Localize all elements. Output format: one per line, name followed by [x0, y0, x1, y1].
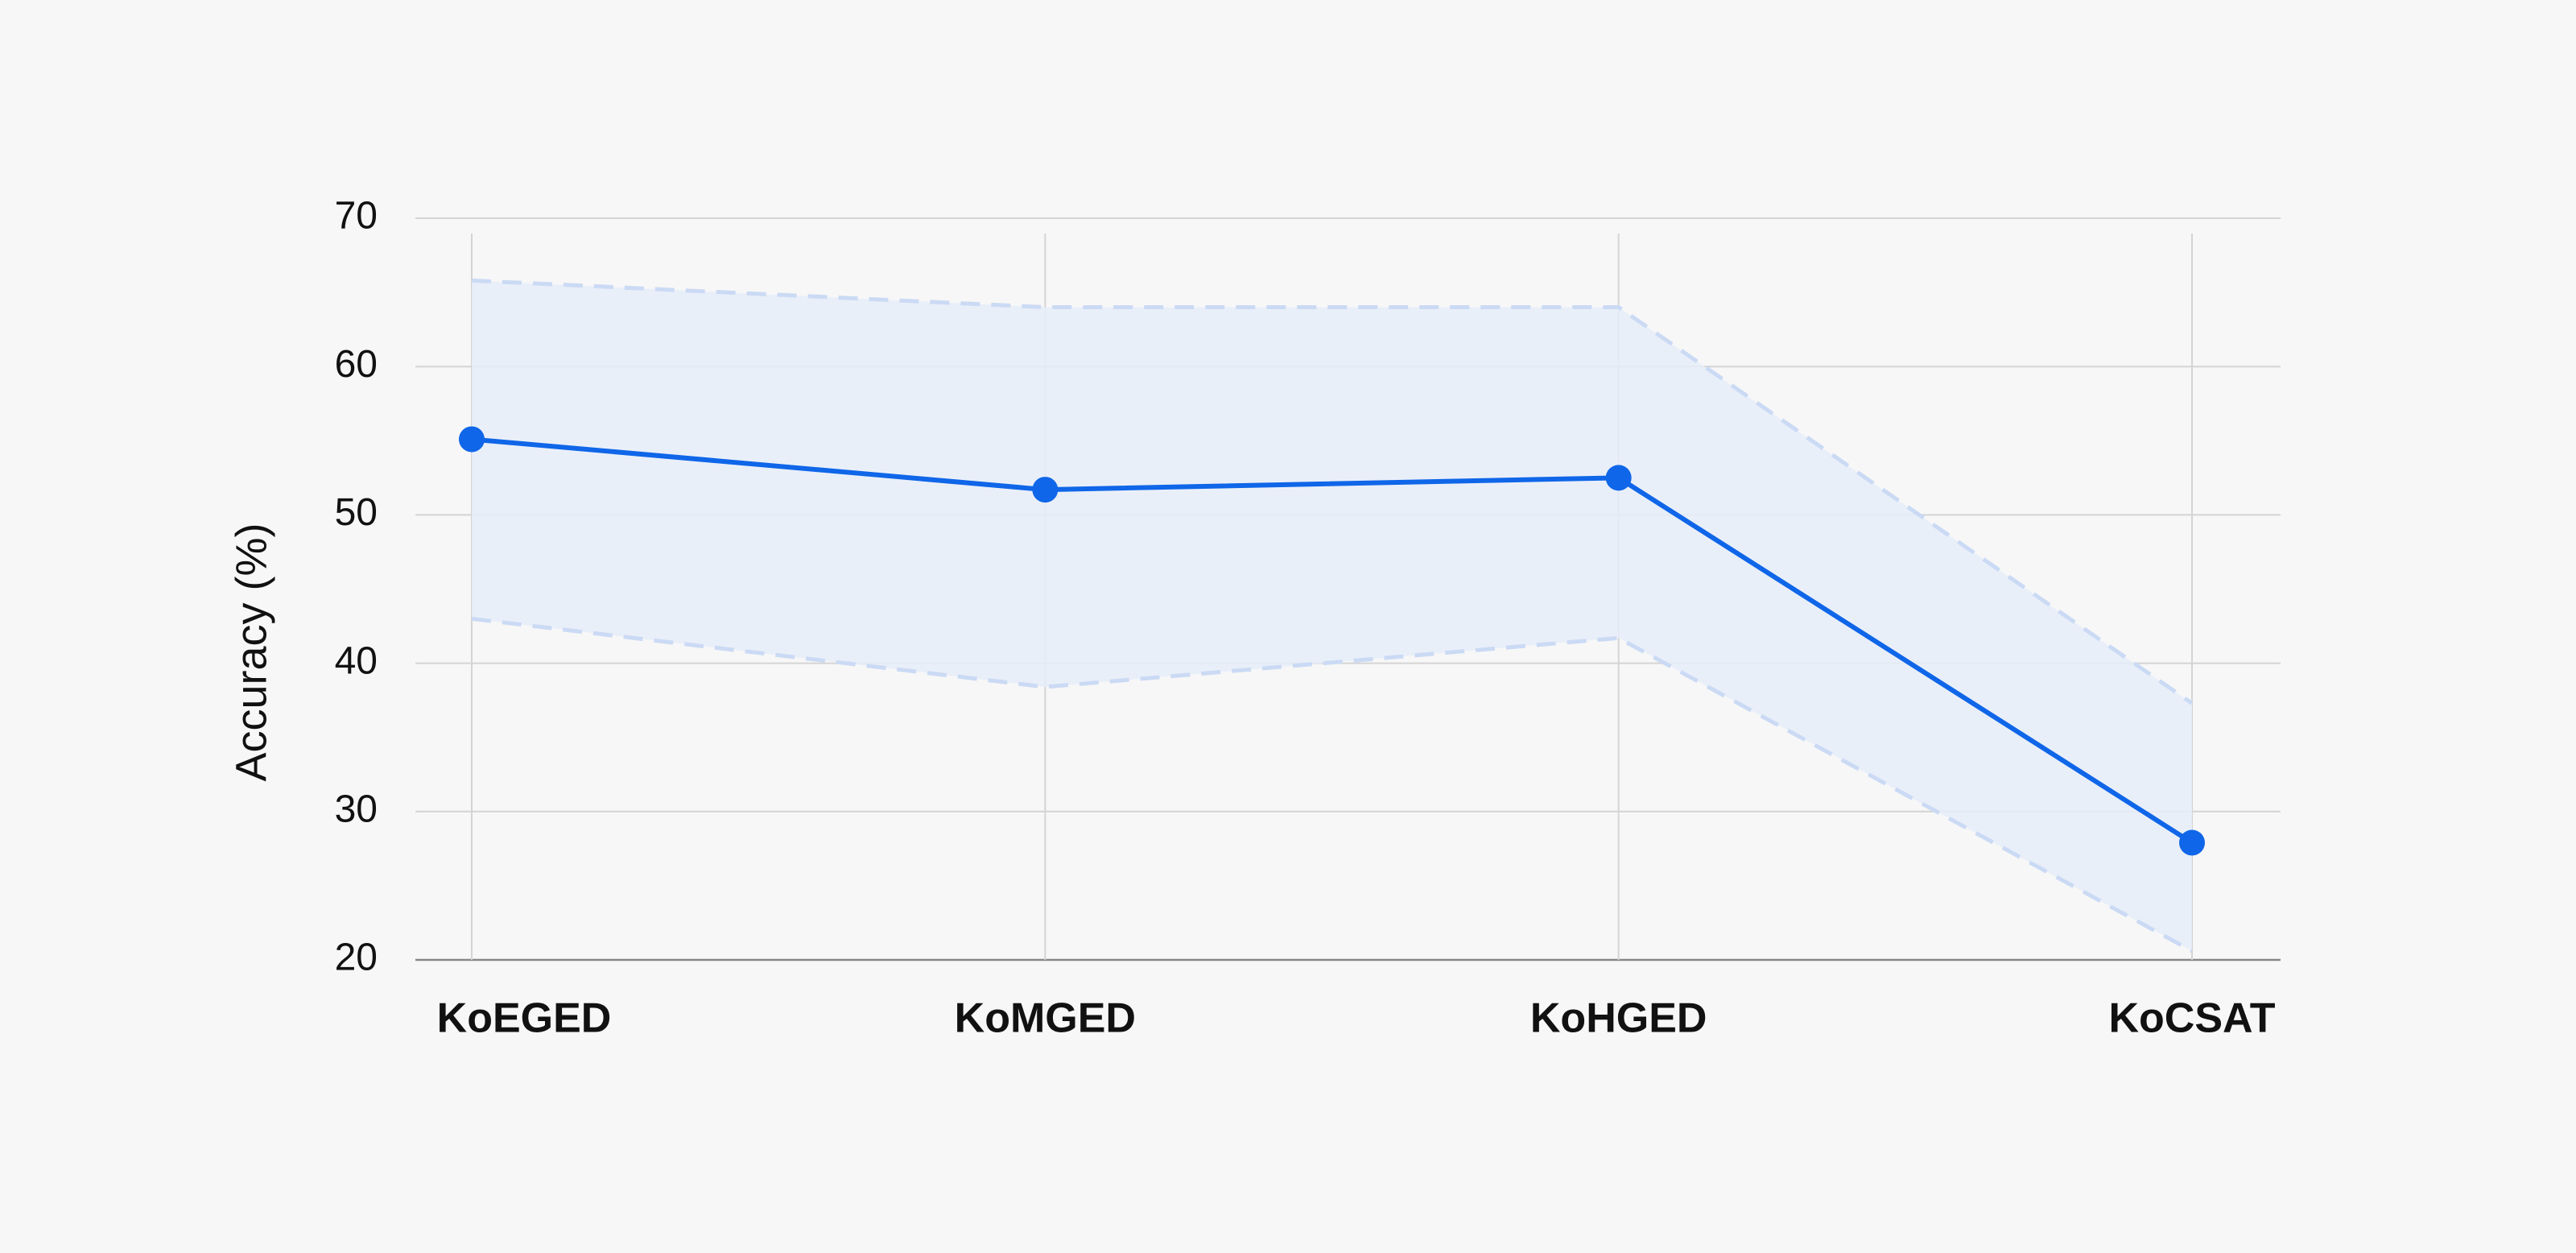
y-tick-label: 20 — [335, 937, 378, 979]
y-tick-label: 50 — [335, 491, 378, 534]
x-tick-label: KoEGED — [437, 995, 612, 1042]
x-tick-label: KoMGED — [955, 995, 1136, 1042]
data-point — [459, 426, 485, 453]
band-edge — [471, 278, 2194, 705]
band-area — [472, 280, 2192, 951]
y-axis-label: Accuracy (%) — [227, 523, 275, 781]
series-line — [471, 436, 2194, 846]
data-point — [2179, 829, 2205, 856]
band-edge — [471, 616, 2194, 953]
x-tick-label: KoCSAT — [2108, 995, 2275, 1042]
data-point — [1605, 465, 1632, 491]
y-tick-label: 60 — [335, 343, 378, 386]
y-tick-label: 70 — [335, 195, 378, 238]
data-point — [1032, 477, 1059, 503]
x-tick-label: KoHGED — [1530, 995, 1707, 1042]
y-tick-label: 30 — [335, 788, 378, 830]
y-tick-label: 40 — [335, 639, 378, 682]
